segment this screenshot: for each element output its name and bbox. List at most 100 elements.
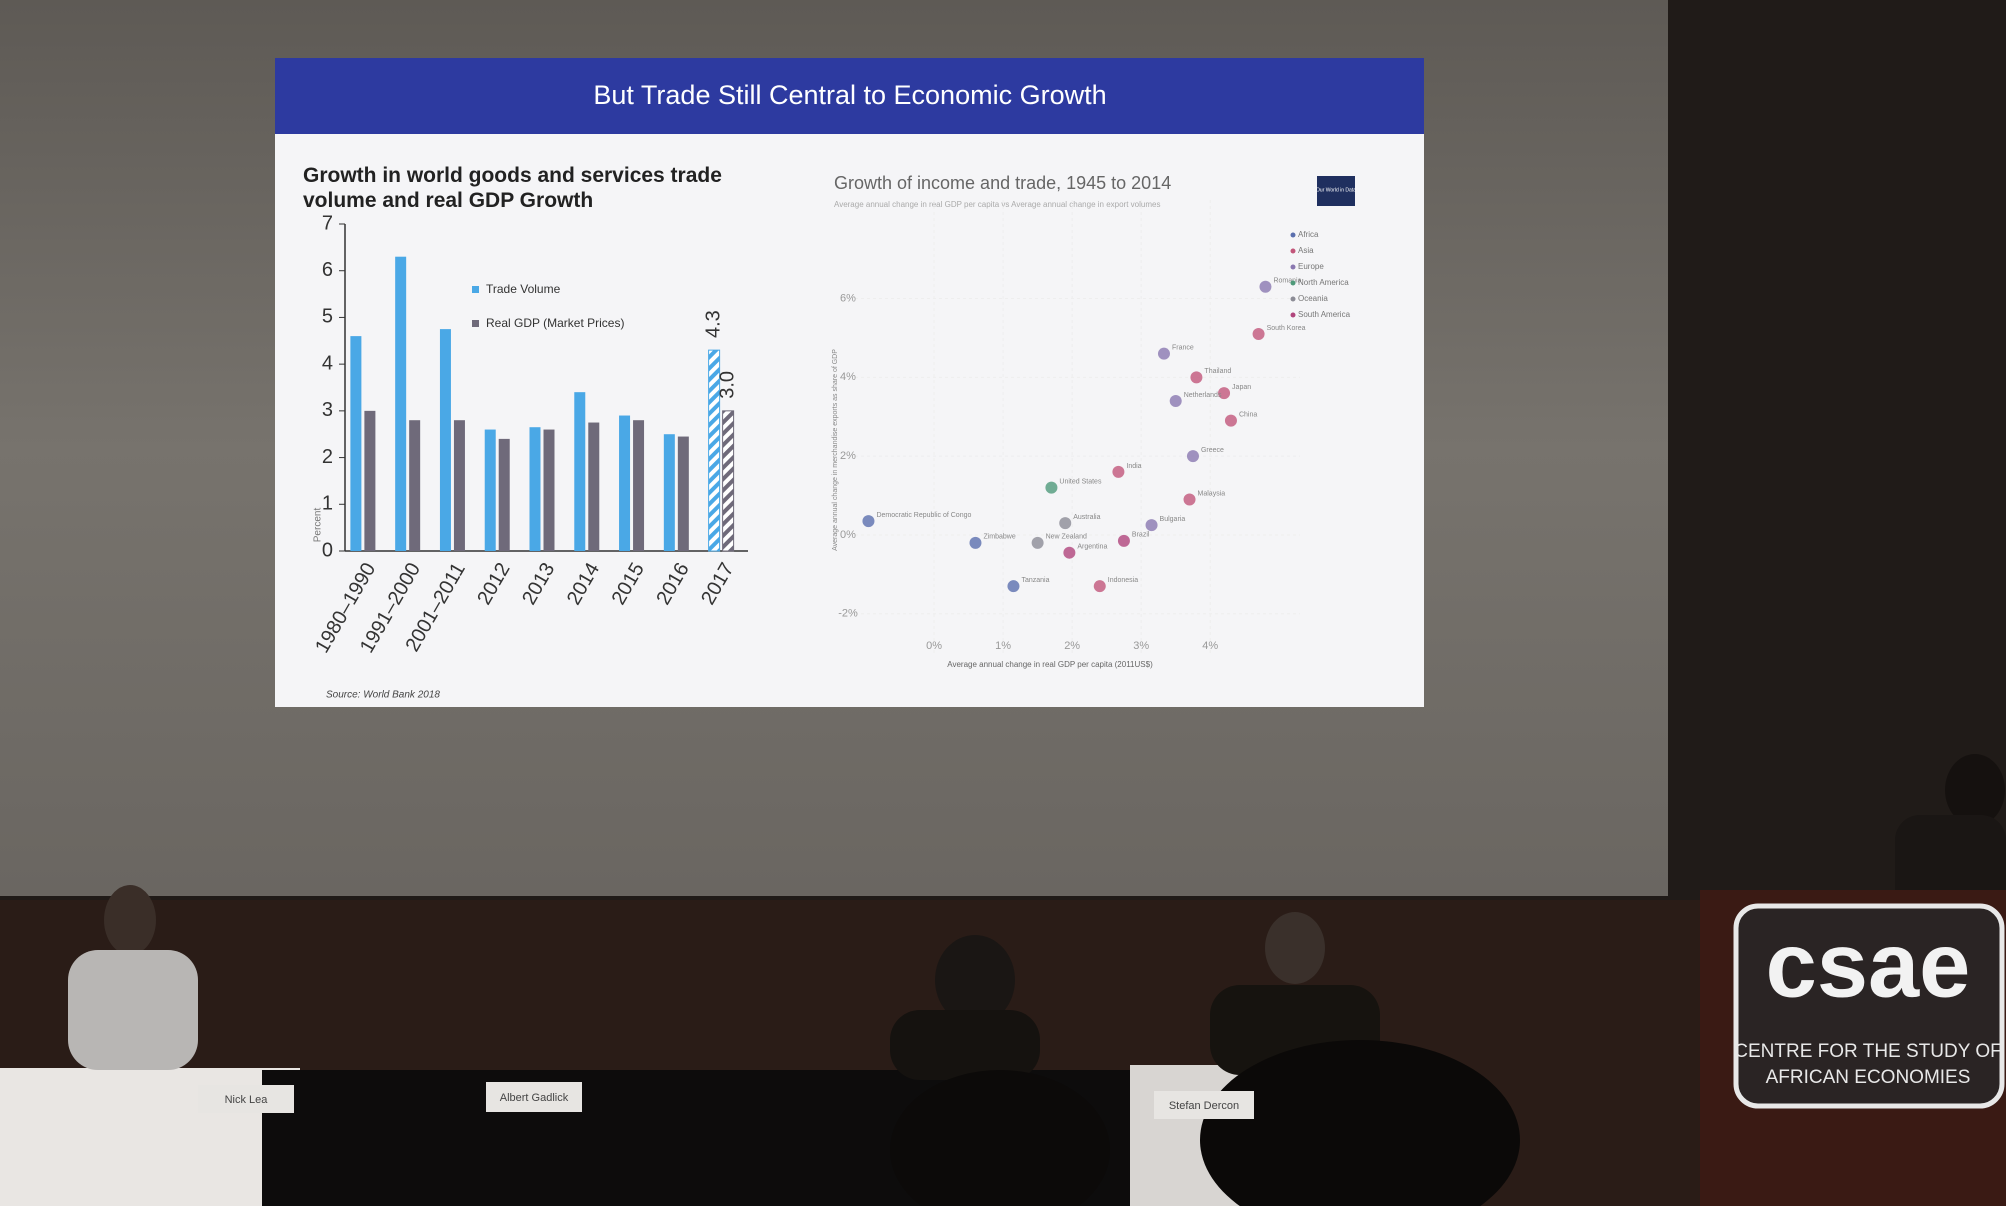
audience-head [1200,1040,1520,1206]
legend-swatch [472,286,479,293]
bar [439,329,451,551]
speaker-head [1945,754,2005,826]
scatter-point [1252,327,1265,340]
bar [663,434,675,551]
csae-logo: csae [1766,914,1971,1016]
legend-label: Asia [1298,246,1314,255]
csae-logo-line: CENTRE FOR THE STUDY OF [1734,1041,2001,1062]
person-body [68,950,198,1070]
source: Source: World Bank 2018 [326,690,440,701]
bar [588,422,600,551]
legend-label: Oceania [1298,294,1328,303]
person-body [890,1010,1040,1080]
value-label: 3.0 [716,371,738,399]
bar [409,420,421,551]
scatter-point [1117,534,1130,547]
point-label: Tanzania [1021,577,1049,584]
point-label: Malaysia [1198,490,1226,497]
point-label: China [1239,412,1257,419]
scatter-point [1259,280,1272,293]
legend-swatch [1290,248,1296,254]
scatter-point [1218,387,1231,400]
scatter-subtitle: Average annual change in real GDP per ca… [834,200,1160,209]
point-label: Bulgaria [1160,516,1186,523]
point-label: Romania [1273,278,1301,285]
name-plate-text: Nick Lea [225,1094,269,1106]
slide-title: But Trade Still Central to Economic Grow… [593,80,1106,110]
y-tick-label: 0% [840,529,856,541]
name-plate-text: Stefan Dercon [1169,1100,1239,1112]
legend-swatch [1290,280,1296,286]
scatter-point [969,536,982,549]
bar [543,429,555,551]
y-tick-label: 3 [322,399,333,421]
person-head [1265,912,1325,984]
y-tick-label: 2% [840,450,856,462]
y-tick-label: 5 [322,306,333,328]
bar [722,410,735,552]
y-tick-label: -2% [838,608,858,620]
legend-label: South America [1298,310,1351,319]
name-plate [198,1085,294,1113]
slide [275,58,1424,707]
scatter-point [1224,414,1237,427]
bar [619,415,631,551]
owid-logo-box [1317,176,1355,206]
scatter-point [1190,371,1203,384]
slide-title-bar [275,58,1424,134]
point-label: Indonesia [1108,577,1138,584]
point-label: Brazil [1132,532,1150,539]
point-label: United States [1059,479,1102,486]
point-label: Democratic Republic of Congo [876,512,971,519]
y-tick-label: 7 [322,212,333,234]
legend-label: North America [1298,278,1349,287]
name-plate [1154,1091,1254,1119]
point-label: France [1172,345,1194,352]
x-tick-label: 0% [926,640,942,652]
point-label: Japan [1232,384,1251,391]
scatter-point [1007,580,1020,593]
scatter-point [1186,450,1199,463]
legend-swatch [1290,312,1296,318]
y-tick-label: 4% [840,371,856,383]
y-tick-label: 2 [322,446,333,468]
value-label: 4.3 [702,310,724,338]
bar [364,410,376,551]
bar [529,427,541,551]
bar [484,429,496,551]
x-tick-label: 3% [1133,640,1149,652]
y-tick-label: 6% [840,292,856,304]
scatter-point [1145,519,1158,532]
legend-label: Europe [1298,262,1324,271]
x-tick-label: 2% [1064,640,1080,652]
point-label: India [1126,463,1141,470]
point-label: Thailand [1204,368,1231,375]
bar [677,436,689,551]
legend-swatch [1290,296,1296,302]
bar [498,438,510,551]
scatter-point [1059,517,1072,530]
scatter-point [862,515,875,528]
bar [708,349,721,552]
legend-swatch [1290,264,1296,270]
scatter-point [1031,536,1044,549]
scatter-point [1063,546,1076,559]
person-head [935,935,1015,1025]
x-tick-label: 1% [995,640,1011,652]
point-label: Argentina [1077,544,1107,551]
point-label: Netherlands [1184,392,1222,399]
x-tick-label: 4% [1202,640,1218,652]
person-head [104,885,156,955]
point-label: New Zealand [1046,534,1087,541]
x-axis-label: Average annual change in real GDP per ca… [947,660,1153,669]
bar-chart-title: Growth in world goods and services trade… [303,164,722,212]
legend-swatch [1290,232,1296,238]
y-tick-label: 6 [322,259,333,281]
owid-logo: Our World in Data [1316,187,1356,193]
name-plate [486,1082,582,1112]
name-plate-text: Albert Gadlick [500,1092,569,1104]
point-label: South Korea [1267,325,1306,332]
bar [633,420,645,551]
